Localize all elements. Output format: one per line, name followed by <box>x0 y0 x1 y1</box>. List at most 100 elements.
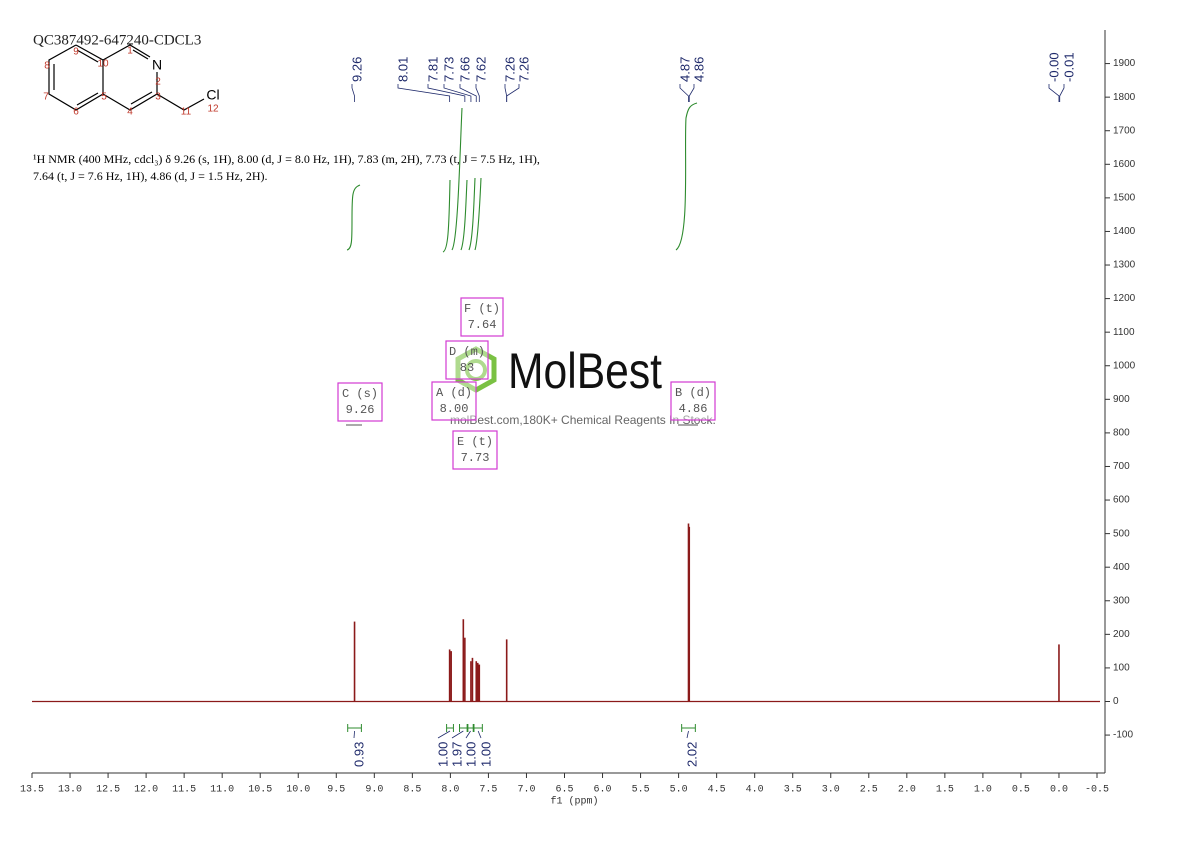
peak-label: 7.81 <box>425 57 440 82</box>
atom-number: 4 <box>127 107 133 118</box>
atom-label: N <box>152 57 162 73</box>
y-tick-label: 1100 <box>1113 327 1135 338</box>
peak-label: 7.66 <box>457 57 472 82</box>
integral-leader <box>465 730 471 739</box>
y-tick-label: 1700 <box>1113 125 1136 136</box>
multiplet-shift: 4.86 <box>679 402 708 416</box>
x-tick-label: 0.0 <box>1050 785 1068 796</box>
x-tick-label: -0.5 <box>1085 785 1109 796</box>
x-tick-label: 1.5 <box>936 785 954 796</box>
y-tick-label: 1200 <box>1113 293 1136 304</box>
y-tick-label: 100 <box>1113 663 1130 674</box>
x-tick-label: 6.0 <box>594 785 612 796</box>
bond <box>76 92 99 106</box>
multiplet-box <box>431 381 477 421</box>
x-tick-label: 10.5 <box>248 785 272 796</box>
x-axis-label: f1 (ppm) <box>550 796 598 808</box>
integral-curve <box>442 179 451 253</box>
x-tick-label: 12.5 <box>96 785 120 796</box>
atom-number: 5 <box>101 92 107 103</box>
multiplet-shift: 7.73 <box>461 451 490 465</box>
description-line: ¹H NMR (400 MHz, cdcl₃) δ 9.26 (s, 1H), … <box>33 152 540 166</box>
multiplet-name: F (t) <box>464 302 500 316</box>
y-tick-label: 600 <box>1113 495 1130 506</box>
peak-label-leader <box>506 84 520 102</box>
x-tick-label: 8.0 <box>441 785 459 796</box>
y-tick-label: 500 <box>1113 528 1130 539</box>
x-tick-label: 0.5 <box>1012 785 1030 796</box>
y-tick-label: 200 <box>1113 629 1130 640</box>
y-tick-label: 1300 <box>1113 260 1136 271</box>
peak-label: 4.86 <box>691 57 706 82</box>
multiplet-shift: 9.26 <box>346 403 375 417</box>
atom-number: 10 <box>97 59 109 70</box>
peak-label: 7.73 <box>441 57 456 82</box>
x-tick-label: 1.0 <box>974 785 992 796</box>
x-tick-label: 10.0 <box>286 785 310 796</box>
x-tick-label: 13.5 <box>20 785 44 796</box>
y-tick-label: 1600 <box>1113 159 1136 170</box>
integral-label: 0.93 <box>351 742 366 767</box>
multiplet-box <box>670 381 716 421</box>
x-tick-label: 2.5 <box>860 785 878 796</box>
x-tick-label: 3.5 <box>784 785 802 796</box>
multiplet-shift: 7.64 <box>468 318 497 332</box>
atom-label: Cl <box>206 87 219 103</box>
peak-label: 9.26 <box>349 57 364 82</box>
bond <box>130 91 153 105</box>
y-tick-label: 1900 <box>1113 58 1136 69</box>
y-tick-label: 1400 <box>1113 226 1136 237</box>
x-tick-label: 12.0 <box>134 785 158 796</box>
multiplet-shift: 8.00 <box>440 402 469 416</box>
integral-leader <box>686 730 689 739</box>
peak-label-leader <box>688 84 695 102</box>
x-tick-label: 3.0 <box>822 785 840 796</box>
y-tick-label: -100 <box>1113 730 1133 741</box>
peak-label-leader <box>1048 84 1060 102</box>
x-tick-label: 5.0 <box>670 785 688 796</box>
peak-label-leader <box>475 84 480 102</box>
y-tick-label: 300 <box>1113 595 1130 606</box>
peak-label-leader <box>443 84 472 102</box>
atom-number: 6 <box>73 107 79 118</box>
bond <box>102 72 158 111</box>
peak-label: 7.62 <box>473 57 488 82</box>
watermark-tagline: molBest.com,180K+ Chemical Reagents In S… <box>450 413 716 427</box>
multiplet-box <box>452 430 498 470</box>
multiplet-box <box>460 297 504 337</box>
x-tick-label: 4.5 <box>708 785 726 796</box>
bond <box>132 49 149 60</box>
peak-label: -0.01 <box>1061 52 1076 82</box>
sample-title: QC387492-647240-CDCL3 <box>33 32 201 48</box>
integral-curve <box>451 107 463 251</box>
integral-leader <box>437 730 451 739</box>
multiplet-name: A (d) <box>436 386 472 400</box>
atom-number: 3 <box>155 92 161 103</box>
integral-label: 1.97 <box>449 742 464 767</box>
bond <box>102 44 151 61</box>
y-tick-label: 400 <box>1113 562 1130 573</box>
x-tick-label: 6.5 <box>555 785 573 796</box>
x-tick-label: 8.5 <box>403 785 421 796</box>
x-tick-label: 9.5 <box>327 785 345 796</box>
integral-leader <box>353 730 355 739</box>
peak-label-leader <box>1059 84 1065 102</box>
peak-label-leader <box>397 84 451 102</box>
multiplet-name: E (t) <box>457 435 493 449</box>
integral-curves <box>346 102 698 253</box>
description-line: 7.64 (t, J = 7.6 Hz, 1H), 4.86 (d, J = 1… <box>33 169 268 183</box>
atom-number: 9 <box>73 47 79 58</box>
bond <box>156 93 205 111</box>
multiplet-name: C (s) <box>342 387 378 401</box>
peak-label: 7.26 <box>516 57 531 82</box>
integral-label: 2.02 <box>684 742 699 767</box>
x-tick-label: 5.5 <box>632 785 650 796</box>
bond <box>76 49 99 63</box>
integral-label: 1.00 <box>478 742 493 767</box>
y-tick-label: 800 <box>1113 428 1130 439</box>
peak-label: 7.26 <box>502 57 517 82</box>
y-tick-label: 1800 <box>1113 92 1136 103</box>
integral-curve <box>460 179 468 251</box>
multiplet-box <box>445 340 489 380</box>
